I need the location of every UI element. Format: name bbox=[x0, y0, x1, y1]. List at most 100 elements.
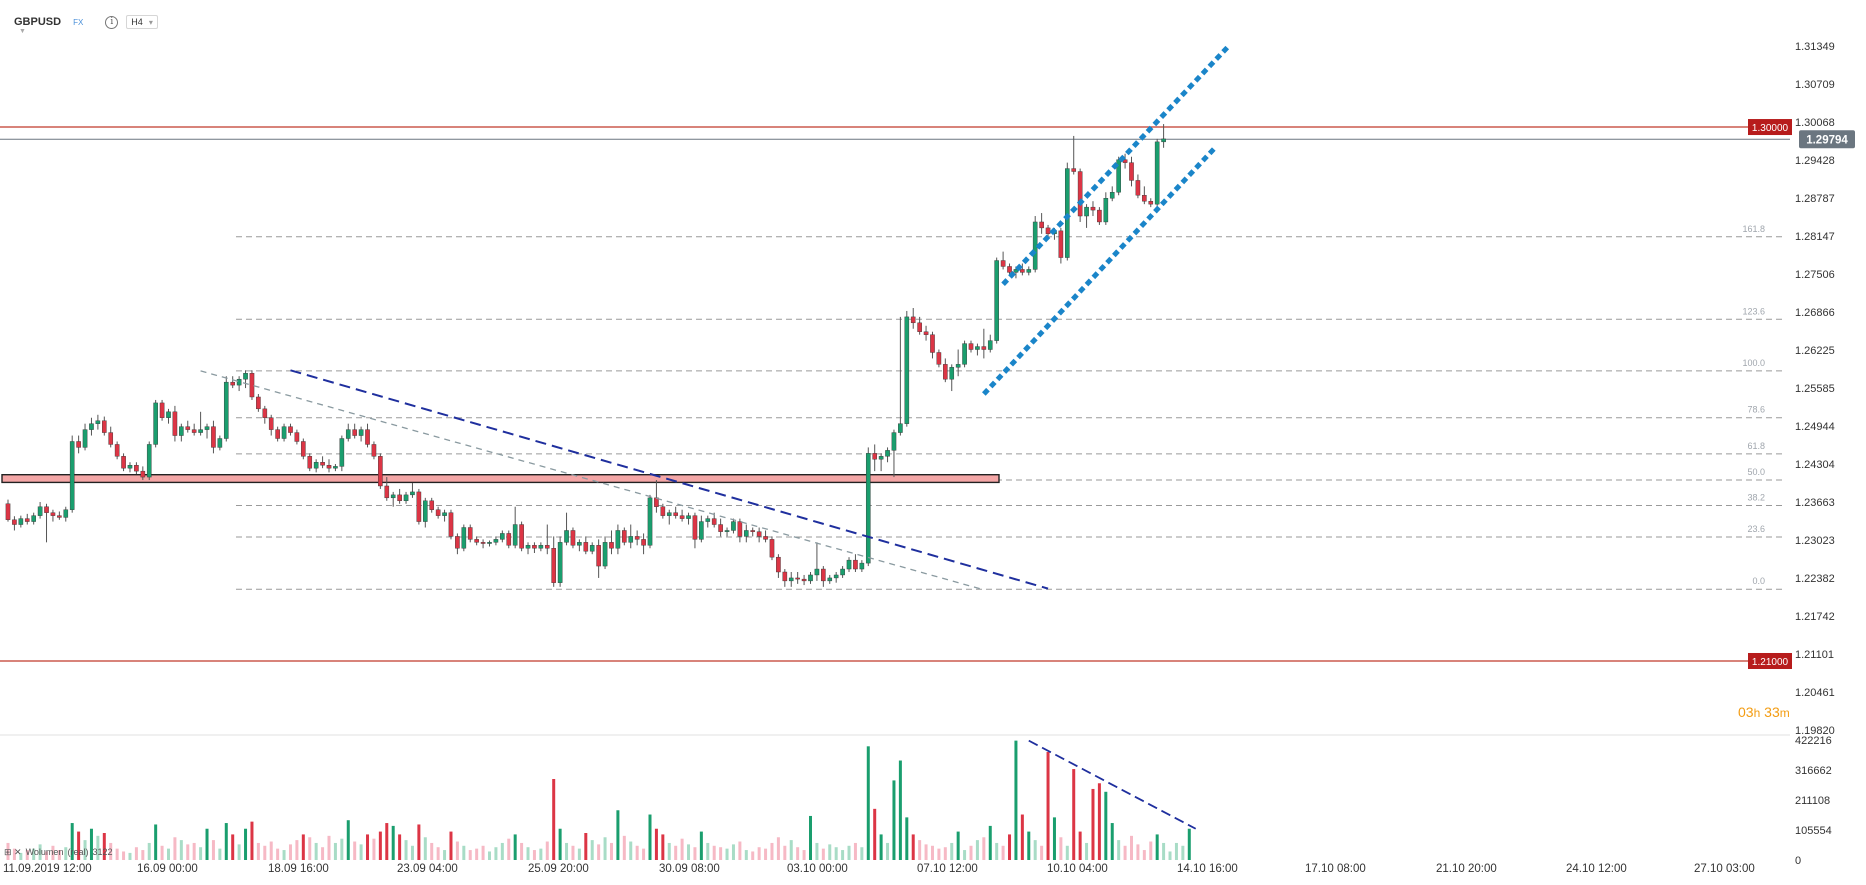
volume-bar bbox=[796, 847, 800, 860]
fib-level-label: 50.0 bbox=[1747, 467, 1765, 477]
fib-level-label: 161.8 bbox=[1742, 224, 1765, 234]
bull-candle bbox=[898, 423, 903, 433]
bear-candle bbox=[943, 364, 948, 380]
volume-bar bbox=[834, 847, 838, 860]
bull-candle bbox=[18, 518, 24, 525]
bear-candle bbox=[191, 429, 197, 433]
volume-bar bbox=[1174, 842, 1178, 860]
bull-candle bbox=[243, 373, 248, 380]
bear-candle bbox=[397, 494, 402, 502]
volume-bar bbox=[930, 845, 934, 860]
bear-candle bbox=[763, 536, 768, 540]
price-tick-label: 1.26866 bbox=[1795, 307, 1835, 319]
bull-candle bbox=[859, 562, 865, 570]
bull-candle bbox=[166, 411, 171, 418]
bull-candle bbox=[1013, 269, 1019, 273]
volume-bar bbox=[770, 842, 774, 860]
time-tick-label: 10.10 04:00 bbox=[1047, 863, 1108, 875]
bull-candle bbox=[1026, 269, 1032, 273]
volume-bar bbox=[1110, 823, 1114, 860]
volume-bar bbox=[821, 848, 825, 860]
volume-bar bbox=[359, 844, 363, 860]
bear-candle bbox=[211, 426, 216, 448]
volume-bar bbox=[353, 841, 357, 860]
volume-bar bbox=[1033, 840, 1037, 860]
bear-candle bbox=[776, 556, 781, 573]
info-icon[interactable]: i bbox=[105, 15, 119, 29]
volume-bar bbox=[1130, 835, 1133, 860]
volume-bar bbox=[687, 844, 691, 860]
bull-candle bbox=[63, 509, 69, 518]
volume-bar bbox=[32, 848, 36, 860]
volume-bar bbox=[1040, 845, 1044, 860]
support-zone bbox=[1, 474, 1000, 484]
volume-bar bbox=[186, 844, 190, 860]
bear-candle bbox=[101, 420, 107, 433]
volume-bar bbox=[372, 838, 376, 860]
bear-candle bbox=[1135, 180, 1141, 196]
bear-candle bbox=[256, 396, 261, 410]
volume-bar bbox=[975, 840, 979, 860]
bull-candle bbox=[37, 506, 43, 516]
volume-bar bbox=[263, 845, 267, 860]
bear-candle bbox=[570, 530, 576, 546]
symbol-dropdown-icon[interactable]: ▼ bbox=[19, 28, 26, 35]
bull-candle bbox=[666, 512, 672, 516]
volume-indicator-label[interactable]: ⊞ ✕ Wolumen (real) 3122 bbox=[4, 847, 113, 858]
bear-candle bbox=[134, 465, 139, 472]
bear-candle bbox=[551, 548, 556, 583]
volume-bar bbox=[648, 814, 652, 860]
volume-bar bbox=[924, 844, 928, 860]
timeframe-value: H4 bbox=[131, 17, 143, 27]
volume-bar bbox=[205, 828, 209, 860]
volume-bar bbox=[141, 850, 145, 860]
volume-bar bbox=[712, 845, 716, 860]
time-tick-label: 21.10 20:00 bbox=[1436, 863, 1497, 875]
volume-bar bbox=[391, 825, 395, 860]
chevron-down-icon: ▾ bbox=[148, 17, 153, 27]
volume-bar bbox=[757, 847, 761, 860]
bull-candle bbox=[628, 536, 634, 543]
bear-candle bbox=[365, 429, 370, 445]
volume-bar bbox=[520, 842, 524, 860]
channel-lower-line bbox=[982, 146, 1217, 396]
bull-candle bbox=[1084, 206, 1089, 217]
volume-bar bbox=[443, 850, 447, 860]
bull-candle bbox=[146, 444, 152, 478]
volume-bar bbox=[918, 840, 922, 860]
bear-candle bbox=[5, 503, 11, 520]
volume-bar bbox=[1142, 850, 1146, 860]
volume-bar bbox=[288, 844, 292, 860]
bear-candle bbox=[1039, 221, 1044, 229]
bull-candle bbox=[403, 494, 409, 502]
price-tick-label: 1.30068 bbox=[1795, 117, 1835, 129]
volume-bar bbox=[346, 820, 350, 860]
price-tick-label: 1.27506 bbox=[1795, 269, 1835, 281]
close-icon[interactable]: ⊞ ✕ bbox=[4, 847, 22, 857]
volume-bar bbox=[1065, 845, 1069, 860]
volume-tick-label: 105554 bbox=[1795, 825, 1832, 837]
volume-bar bbox=[1008, 834, 1012, 860]
volume-bar bbox=[815, 842, 819, 860]
volume-bar bbox=[911, 834, 915, 860]
bull-candle bbox=[236, 378, 242, 386]
bear-candle bbox=[480, 542, 486, 544]
volume-bar bbox=[192, 842, 196, 860]
bear-candle bbox=[57, 515, 62, 518]
timeframe-select[interactable]: H4 ▾ bbox=[126, 15, 158, 29]
volume-bar bbox=[680, 838, 684, 860]
bear-candle bbox=[275, 429, 280, 439]
price-level-tag bbox=[1748, 652, 1792, 669]
volume-bar bbox=[853, 842, 857, 860]
volume-tick-label: 211108 bbox=[1795, 795, 1830, 807]
volume-bar bbox=[462, 845, 466, 860]
symbol-label[interactable]: GBPUSD bbox=[14, 16, 62, 28]
bear-candle bbox=[544, 545, 550, 549]
volume-bar bbox=[1072, 769, 1076, 860]
bear-candle bbox=[140, 470, 146, 478]
price-tick-label: 1.28787 bbox=[1795, 193, 1835, 205]
volume-bar bbox=[488, 851, 491, 860]
volume-bar bbox=[128, 852, 132, 860]
